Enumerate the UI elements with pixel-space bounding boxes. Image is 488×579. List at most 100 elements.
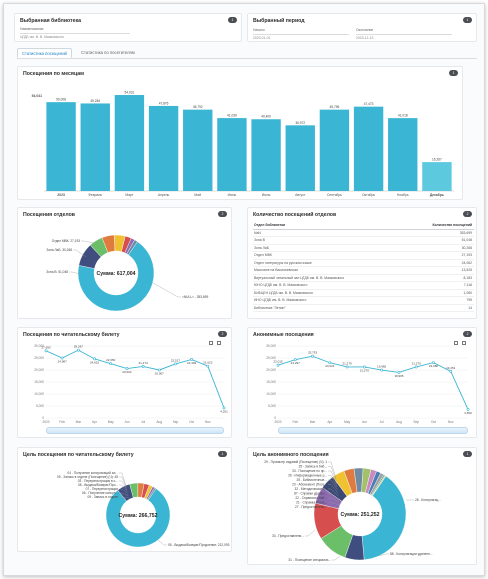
slice-label: Зона В: 51,048: [46, 270, 68, 274]
point-label: 22,517: [171, 358, 181, 362]
slice-label: 25 - Запись в биб...: [299, 465, 328, 469]
library-filter-badge[interactable]: 1: [228, 17, 237, 23]
table-row[interactable]: Библиотека "Ленин" 14: [253, 305, 474, 312]
tab-visitor-stats[interactable]: Статистика по посетителям: [81, 50, 135, 55]
col-dept-name[interactable]: Отдел библиотеки: [254, 223, 286, 227]
table-row[interactable]: Массовое на Васильевском 13,525: [253, 267, 474, 275]
anon-purpose-card: Цель анонимного посещения 1 Сумма: 251,2…: [247, 447, 477, 565]
visit-count-cell: 1,080: [463, 290, 473, 295]
table-row[interactable]: Зона ЛаБ 30,268: [253, 245, 474, 252]
x-tick-label: Feb: [293, 420, 299, 424]
bar-value-label: 49,284: [90, 99, 100, 103]
monthly-visits-badge[interactable]: 1: [449, 70, 458, 76]
reader-purpose-badge[interactable]: 1: [218, 451, 227, 457]
dashboard: Выбранная библиотека 1 Наименование ЦГДБ…: [3, 3, 485, 576]
label-leader-line: [119, 480, 128, 491]
series-line: [45, 349, 225, 409]
slice-label: 04 - Получение консультаций ал...: [67, 471, 118, 475]
label-leader-line: [69, 271, 81, 275]
anon-visits-chart: 30,000 25,000 20,000 15,000 10,000 5,000 02023…: [266, 344, 472, 424]
anon-purpose-badge[interactable]: 1: [463, 451, 472, 457]
x-tick-label: Jul: [141, 420, 145, 424]
table-row[interactable]: Отдел литературы на русском языке 24,062: [253, 260, 474, 267]
y-tick-label: 30,000: [266, 344, 276, 348]
table-header: Отдел библиотеки Количество посещений: [253, 222, 474, 230]
label-leader-line: [328, 466, 337, 482]
x-tick-label: 2023: [274, 420, 281, 424]
dept-table-title: Количество посещений отделов: [253, 212, 337, 218]
point-label: 20,602: [122, 370, 132, 374]
table-row[interactable]: Виртуальный читальный зал ЦГДБ им. В. В.…: [253, 275, 474, 282]
tab-visits-stats[interactable]: Статистика посещений: [17, 48, 72, 58]
anon-visits-badge[interactable]: 2: [463, 331, 472, 337]
table-row[interactable]: Зона В 51,048: [253, 237, 474, 245]
data-point: [414, 365, 418, 369]
dept-name-cell: Виртуальный читальный зал ЦГДБ им. В. В.…: [254, 275, 345, 280]
departments-badge[interactable]: 2: [218, 211, 227, 217]
table-row[interactable]: NaN 353,699: [253, 230, 474, 237]
period-end-value[interactable]: 2023-12-13: [356, 36, 374, 40]
anon-purpose-donut: Сумма: 251,252 28 - Консультац... 88 - Кон…: [264, 460, 441, 562]
y-tick-label: 5,000: [36, 404, 44, 408]
x-tick-label: Sep: [413, 420, 419, 424]
dept-name-cell: ИНО ЦГДБ им. В. В. Маяковского: [254, 298, 307, 302]
point-label: 24,297: [291, 361, 301, 365]
y-tick-label: 10,000: [34, 392, 44, 396]
range-scrollbar[interactable]: [46, 427, 224, 434]
dept-table-badge[interactable]: 2: [463, 211, 472, 217]
data-point: [157, 368, 161, 372]
library-field-value[interactable]: ЦГДБ им. В. В. Маяковского: [20, 35, 64, 39]
pie-slice: [371, 475, 387, 497]
fullscreen-icon[interactable]: [454, 341, 458, 345]
reader-visits-badge[interactable]: 2: [218, 331, 227, 337]
range-scrollbar[interactable]: [278, 427, 468, 434]
data-point: [362, 365, 366, 369]
data-point: [345, 365, 349, 369]
point-label: 20,007: [155, 371, 165, 375]
point-label: 27,993: [41, 345, 51, 349]
visit-count-cell: 14: [468, 305, 472, 310]
col-visit-count[interactable]: Количество посещений: [432, 223, 472, 227]
slice-label: 23 - Абонемент (Посе...: [292, 483, 327, 487]
visit-count-cell: 795: [466, 298, 472, 302]
table-row[interactable]: ИНО ЦГДБ им. В. В. Маяковского 795: [253, 297, 474, 305]
visit-count-cell: 27,193: [461, 253, 472, 257]
dept-name-cell: Отдел литературы на русском языке: [254, 260, 312, 265]
y-tick-label: 10,000: [266, 392, 276, 396]
table-row[interactable]: БИБЦЕН ЦГДБ им. В. В. Маяковского 1,080: [253, 290, 474, 297]
label-leader-line: [328, 479, 338, 491]
x-tick-label: Mar: [76, 420, 82, 424]
label-leader-line: [119, 496, 130, 499]
slice-label: 09 - Запись в отделе: [87, 495, 118, 499]
period-filter-badge[interactable]: 1: [463, 17, 472, 23]
anon-visits-title: Анонимные посещения: [253, 332, 314, 338]
anon-purpose-title: Цель анонимного посещения: [253, 452, 329, 458]
library-field-label: Наименование: [20, 27, 44, 31]
dept-name-cell: NaN: [254, 230, 261, 235]
x-tick-label: Март: [125, 193, 134, 197]
label-leader-line: [119, 492, 129, 497]
dept-name-cell: Зона В: [254, 238, 265, 242]
fullscreen-icon[interactable]: [209, 341, 213, 345]
period-start-value[interactable]: 2023-01-01: [253, 36, 271, 40]
chart-menu-icon[interactable]: [217, 341, 221, 345]
bar-value-label: 16,267: [432, 158, 442, 162]
x-tick-label: Сентябрь: [327, 193, 342, 197]
table-row[interactable]: ЮНО ЦГДБ им. В. В. Маяковского 7,116: [253, 282, 474, 290]
chart-menu-icon[interactable]: [462, 341, 466, 345]
bar-value-label: 45,792: [193, 105, 203, 109]
y-tick-label: 30,000: [34, 344, 44, 348]
table-row[interactable]: Отдел МВК 27,193: [253, 252, 474, 260]
bar: [183, 109, 213, 191]
point-label: 4,201: [220, 409, 228, 413]
point-label: 28,287: [74, 345, 84, 349]
bar-value-label: 41,039: [227, 114, 237, 118]
dept-table: Отдел библиотеки Количество посещений Na…: [253, 222, 474, 312]
period-filter-card[interactable]: Выбранный период 1 Начало 2023-01-01 Око…: [247, 13, 477, 42]
bar-value-label: 45,796: [330, 105, 340, 109]
data-point: [141, 365, 145, 368]
library-filter-card[interactable]: Выбранная библиотека 1 Наименование ЦГДБ…: [14, 13, 242, 42]
x-tick-label: May: [108, 420, 114, 424]
x-tick-label: Jun: [124, 420, 129, 424]
data-point: [311, 354, 314, 358]
